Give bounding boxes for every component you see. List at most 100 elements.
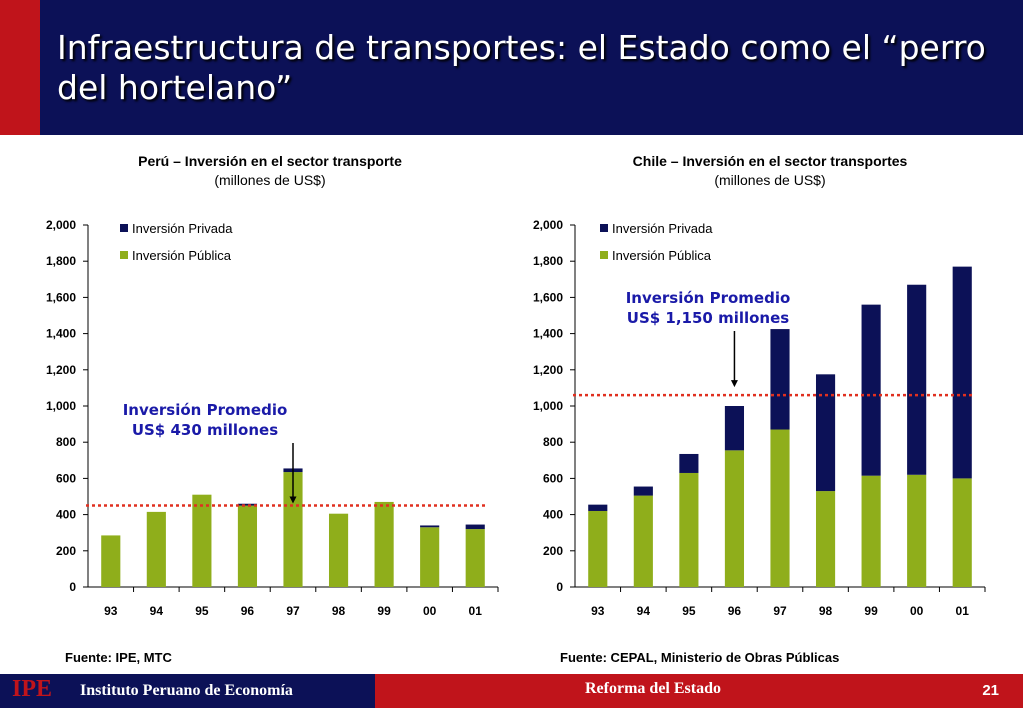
chile-bar-privada — [861, 304, 881, 476]
chile-y-tick-label: 1,600 — [533, 290, 563, 304]
chile-bar-publica — [907, 474, 927, 587]
chile-x-tick-label: 98 — [819, 604, 833, 618]
peru-y-tick-label: 1,200 — [46, 363, 76, 377]
peru-chart-title: Perú – Inversión en el sector transporte — [138, 153, 402, 169]
page-number: 21 — [982, 682, 999, 699]
chile-x-tick-label: 93 — [591, 604, 605, 618]
slide-title: Infraestructura de transportes: el Estad… — [57, 28, 986, 107]
peru-x-tick-label: 97 — [286, 604, 300, 618]
peru-bar-publica — [101, 535, 121, 587]
peru-y-tick-label: 400 — [56, 508, 76, 522]
chile-bar-publica — [724, 450, 745, 587]
header-accent-bar — [0, 0, 40, 135]
footer-section-title: Reforma del Estado — [585, 680, 721, 697]
peru-x-tick-label: 01 — [469, 604, 483, 618]
peru-bar-publica — [192, 494, 212, 587]
chile-legend-swatch — [600, 251, 608, 259]
chile-bar-privada — [724, 406, 745, 451]
peru-y-tick-label: 1,400 — [46, 327, 76, 341]
chile-x-tick-label: 94 — [637, 604, 651, 618]
chile-bar-publica — [861, 475, 881, 587]
peru-x-tick-label: 96 — [241, 604, 255, 618]
peru-x-tick-label: 95 — [195, 604, 209, 618]
peru-bar-publica — [237, 505, 258, 587]
chile-y-tick-label: 0 — [556, 580, 563, 594]
chile-annotation-line2: US$ 1,150 millones — [627, 309, 790, 327]
chile-bar-publica — [815, 491, 836, 587]
peru-chart-heading: Perú – Inversión en el sector transporte… — [70, 152, 470, 190]
peru-bar-publica — [328, 513, 349, 587]
chile-bar-publica — [679, 472, 699, 587]
peru-y-tick-label: 0 — [69, 580, 76, 594]
chile-x-tick-label: 00 — [910, 604, 924, 618]
chile-bar-privada — [633, 486, 653, 496]
chile-bar-publica — [633, 495, 653, 587]
chile-bar-privada — [588, 504, 608, 511]
chile-y-tick-label: 200 — [543, 544, 563, 558]
footer-right-content: Reforma del Estado 21 — [375, 674, 1023, 708]
peru-y-tick-label: 2,000 — [46, 218, 76, 232]
chile-bar-publica — [588, 510, 608, 587]
ipe-logo: IPE — [12, 676, 53, 702]
chile-y-tick-label: 1,800 — [533, 254, 563, 268]
peru-bar-privada — [465, 524, 485, 530]
peru-x-tick-label: 93 — [104, 604, 118, 618]
peru-annotation-line2: US$ 430 millones — [132, 421, 278, 439]
footer-left-band — [0, 674, 375, 708]
chile-source-note: Fuente: CEPAL, Ministerio de Obras Públi… — [560, 650, 840, 665]
peru-annotation-arrowhead — [289, 496, 297, 504]
chile-x-tick-label: 95 — [682, 604, 696, 618]
peru-x-tick-label: 98 — [332, 604, 346, 618]
chile-x-tick-label: 96 — [728, 604, 742, 618]
slide-footer: IPE Instituto Peruano de Economía Reform… — [0, 674, 1023, 708]
chile-legend-swatch — [600, 224, 608, 232]
peru-y-tick-label: 600 — [56, 471, 76, 485]
footer-org-name: Instituto Peruano de Economía — [80, 682, 293, 699]
chile-y-tick-label: 400 — [543, 508, 563, 522]
peru-x-tick-label: 94 — [150, 604, 164, 618]
chile-chart-title: Chile – Inversión en el sector transport… — [632, 153, 908, 169]
chile-y-tick-label: 600 — [543, 471, 563, 485]
chile-chart-heading: Chile – Inversión en el sector transport… — [560, 152, 980, 190]
peru-y-tick-label: 200 — [56, 544, 76, 558]
peru-bar-privada — [237, 503, 258, 506]
chile-bar-privada — [679, 453, 699, 473]
chile-annotation-arrowhead — [730, 380, 738, 388]
peru-annotation-line1: Inversión Promedio — [123, 401, 288, 419]
chile-y-tick-label: 1,200 — [533, 363, 563, 377]
peru-bar-publica — [146, 511, 166, 587]
chile-bar-publica — [952, 478, 972, 587]
chile-legend-label: Inversión Pública — [612, 248, 712, 263]
peru-legend-swatch — [120, 224, 128, 232]
chile-legend-label: Inversión Privada — [612, 221, 713, 236]
peru-bar-publica — [374, 501, 394, 587]
peru-y-tick-label: 1,800 — [46, 254, 76, 268]
chile-y-tick-label: 2,000 — [533, 218, 563, 232]
chile-bar-privada — [907, 284, 927, 475]
peru-y-tick-label: 1,600 — [46, 290, 76, 304]
peru-bar-publica — [465, 529, 485, 587]
chile-x-tick-label: 01 — [956, 604, 970, 618]
chile-x-tick-label: 97 — [773, 604, 787, 618]
chile-annotation-line1: Inversión Promedio — [626, 289, 791, 307]
chile-x-tick-label: 99 — [864, 604, 878, 618]
chile-bar-publica — [770, 429, 790, 587]
chile-y-tick-label: 800 — [543, 435, 563, 449]
peru-x-tick-label: 00 — [423, 604, 437, 618]
peru-bar-publica — [420, 527, 440, 587]
chile-bar-privada — [815, 374, 836, 492]
footer-right-band — [375, 674, 1023, 708]
peru-legend-swatch — [120, 251, 128, 259]
peru-x-tick-label: 99 — [377, 604, 391, 618]
slide-header — [0, 0, 1023, 135]
peru-bar-publica — [283, 472, 303, 587]
chile-chart-subtitle: (millones de US$) — [714, 172, 826, 188]
peru-source-note: Fuente: IPE, MTC — [65, 650, 172, 665]
peru-legend-label: Inversión Privada — [132, 221, 233, 236]
chile-y-tick-label: 1,400 — [533, 327, 563, 341]
peru-bar-privada — [420, 525, 440, 528]
chile-y-tick-label: 1,000 — [533, 399, 563, 413]
chile-bar-privada — [952, 266, 972, 479]
